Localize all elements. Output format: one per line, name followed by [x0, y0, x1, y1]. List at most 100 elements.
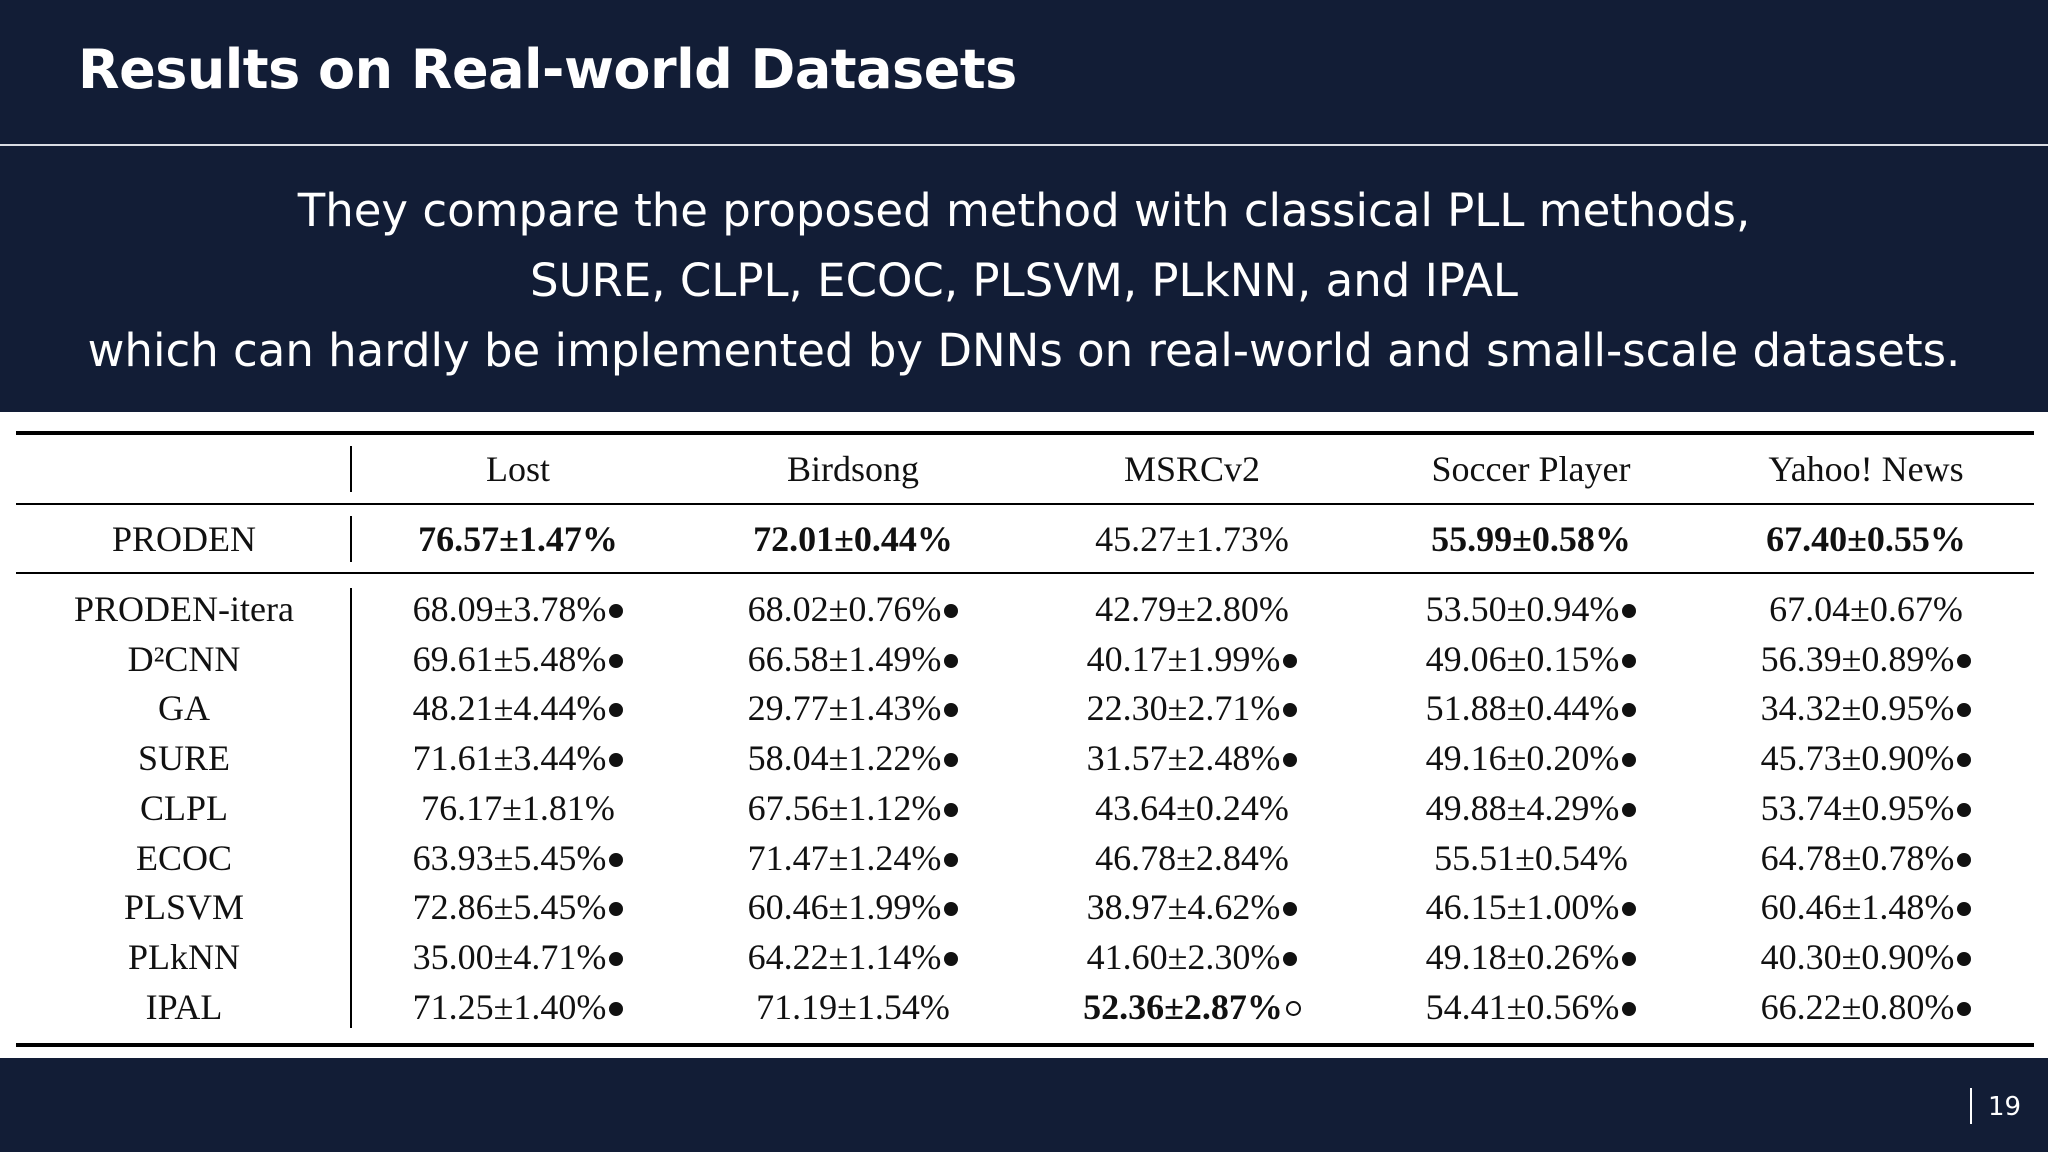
table-bottom-rule [16, 1043, 2034, 1047]
method-label: GA [158, 688, 210, 728]
table-column-divider [350, 516, 352, 562]
filled-circle-icon [1283, 702, 1298, 717]
filled-circle-icon [609, 653, 624, 668]
table-cell: 48.21±4.44% [368, 683, 668, 733]
table-cell: 72.86±5.45% [368, 882, 668, 932]
table-cell: 60.46±1.99% [703, 882, 1003, 932]
subtitle-line: which can hardly be implemented by DNNs … [87, 324, 1961, 377]
filled-circle-icon [1957, 702, 1972, 717]
table-cell: 56.39±0.89% [1716, 634, 2016, 684]
filled-circle-icon [1622, 752, 1637, 767]
table-cell: 35.00±4.71% [368, 932, 668, 982]
open-circle-icon [1285, 1001, 1301, 1017]
filled-circle-icon [944, 901, 959, 916]
table-cell: 49.06±0.15% [1381, 634, 1681, 684]
table-cell: 71.47±1.24% [703, 833, 1003, 883]
filled-circle-icon [1283, 653, 1298, 668]
column-header: Yahoo! News [1768, 449, 1964, 489]
filled-circle-icon [1622, 1001, 1637, 1016]
table-cell: 51.88±0.44% [1381, 683, 1681, 733]
table-cell: 55.99±0.58% [1431, 519, 1631, 559]
method-label: CLPL [139, 788, 228, 828]
method-label: PLSVM [123, 887, 245, 927]
filled-circle-icon [1957, 1001, 1972, 1016]
table-cell: 22.30±2.71% [1042, 683, 1342, 733]
table-mid-rule [16, 572, 2034, 574]
filled-circle-icon [944, 752, 959, 767]
filled-circle-icon [1622, 603, 1637, 618]
filled-circle-icon [944, 852, 959, 867]
method-label: IPAL [145, 987, 223, 1027]
table-cell: 76.57±1.47% [418, 519, 618, 559]
column-header: Lost [485, 449, 550, 489]
filled-circle-icon [609, 852, 624, 867]
table-column-divider [350, 446, 352, 492]
table-cell: 68.09±3.78% [368, 584, 668, 634]
filled-circle-icon [1622, 951, 1637, 966]
filled-circle-icon [1622, 702, 1637, 717]
table-header-rule [16, 503, 2034, 505]
filled-circle-icon [609, 603, 624, 618]
filled-circle-icon [609, 901, 624, 916]
table-cell: 29.77±1.43% [703, 683, 1003, 733]
table-cell: 31.57±2.48% [1042, 733, 1342, 783]
table-cell: 64.78±0.78% [1716, 833, 2016, 883]
table-cell: 38.97±4.62% [1042, 882, 1342, 932]
table-top-rule [16, 431, 2034, 435]
table-cell: 40.17±1.99% [1042, 634, 1342, 684]
subtitle-line: SURE, CLPL, ECOC, PLSVM, PLkNN, and IPAL [530, 254, 1518, 307]
table-cell: 58.04±1.22% [703, 733, 1003, 783]
table-cell: 52.36±2.87% [1042, 982, 1342, 1032]
filled-circle-icon [1957, 951, 1972, 966]
method-label: ECOC [135, 838, 232, 878]
results-table: Lost Birdsong MSRCv2 Soccer Player Yahoo! Ne… [0, 412, 2048, 1058]
filled-circle-icon [1957, 802, 1972, 817]
table-cell: 76.17±1.81% [421, 788, 615, 828]
table-cell: 42.79±2.80% [1095, 589, 1289, 629]
table-cell: 45.27±1.73% [1095, 519, 1289, 559]
table-cell: 43.64±0.24% [1095, 788, 1289, 828]
filled-circle-icon [944, 951, 959, 966]
subtitle-line: They compare the proposed method with cl… [297, 184, 1751, 237]
filled-circle-icon [1283, 951, 1298, 966]
filled-circle-icon [609, 752, 624, 767]
table-cell: 67.40±0.55% [1766, 519, 1966, 559]
filled-circle-icon [609, 951, 624, 966]
filled-circle-icon [1957, 852, 1972, 867]
table-cell: 66.22±0.80% [1716, 982, 2016, 1032]
table-cell: 64.22±1.14% [703, 932, 1003, 982]
column-header: Birdsong [786, 449, 919, 489]
table-cell: 49.88±4.29% [1381, 783, 1681, 833]
filled-circle-icon [1622, 901, 1637, 916]
method-label: PRODEN-itera [74, 589, 294, 629]
table-cell: 67.56±1.12% [703, 783, 1003, 833]
table-cell: 67.04±0.67% [1769, 589, 1963, 629]
method-label: PRODEN [111, 519, 257, 559]
method-label: D²CNN [127, 639, 241, 679]
table-cell: 68.02±0.76% [703, 584, 1003, 634]
table-cell: 54.41±0.56% [1381, 982, 1681, 1032]
filled-circle-icon [609, 1001, 624, 1016]
column-header: MSRCv2 [1123, 449, 1261, 489]
method-label: SURE [137, 738, 231, 778]
filled-circle-icon [1283, 752, 1298, 767]
title-divider [0, 144, 2048, 146]
filled-circle-icon [1957, 653, 1972, 668]
table-cell: 45.73±0.90% [1716, 733, 2016, 783]
method-label: PLkNN [127, 937, 240, 977]
table-cell: 63.93±5.45% [368, 833, 668, 883]
filled-circle-icon [1957, 901, 1972, 916]
table-cell: 60.46±1.48% [1716, 882, 2016, 932]
table-cell: 72.01±0.44% [753, 519, 953, 559]
table-cell: 41.60±2.30% [1042, 932, 1342, 982]
filled-circle-icon [944, 653, 959, 668]
column-header: Soccer Player [1431, 449, 1631, 489]
table-cell: 66.58±1.49% [703, 634, 1003, 684]
table-cell: 71.19±1.54% [756, 987, 950, 1027]
table-cell: 49.16±0.20% [1381, 733, 1681, 783]
table-cell: 69.61±5.48% [368, 634, 668, 684]
page-number-separator [1970, 1088, 1972, 1124]
filled-circle-icon [1622, 802, 1637, 817]
table-cell: 71.25±1.40% [368, 982, 668, 1032]
filled-circle-icon [1283, 901, 1298, 916]
